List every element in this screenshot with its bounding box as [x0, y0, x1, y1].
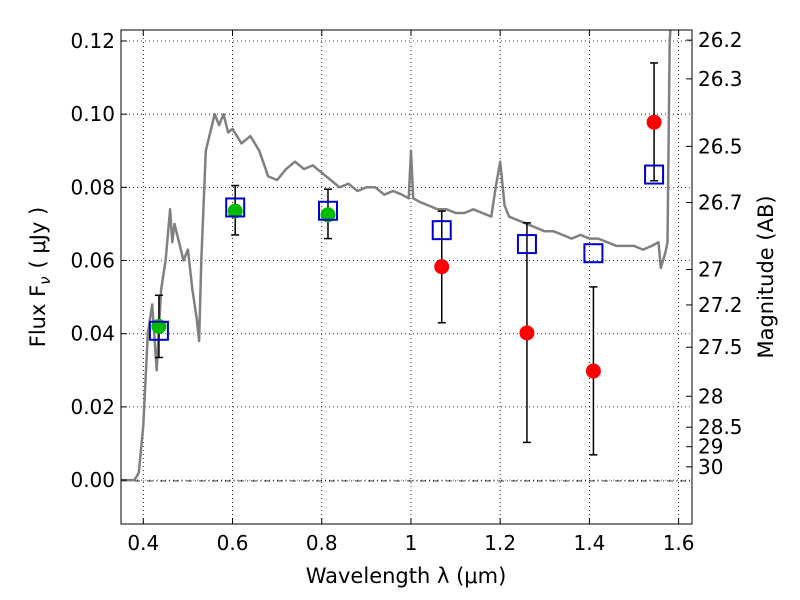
y-tick-label: 0.08: [70, 175, 115, 199]
y-axis-label-unit: ( μJy ): [26, 207, 50, 269]
x-axis-label: Wavelength λ (μm): [306, 564, 507, 588]
y-axis-label: Flux Fν ( μJy ): [26, 207, 54, 348]
observed-point-red: [434, 259, 450, 275]
model-band-square: [516, 234, 537, 255]
magnitude-tick-label: 27.5: [698, 335, 743, 359]
y-axis-label-main: Flux F: [26, 285, 50, 347]
x-axis: 0.4 0.6 0.8 1 1.2 1.4 1.6: [127, 30, 695, 555]
plot-frame: [120, 29, 693, 525]
magnitude-tick-label: 26.3: [698, 67, 743, 91]
x-tick-label: 1.6: [663, 531, 695, 555]
observed-point-green: [320, 207, 336, 223]
y-tick-label: 0.12: [70, 29, 115, 53]
observed-point-red: [585, 363, 601, 379]
x-tick-label: 0.6: [217, 531, 249, 555]
x-tick-label: 0.4: [127, 531, 159, 555]
magnitude-tick-label: 26.2: [698, 28, 743, 52]
x-tick-label: 1.2: [484, 531, 516, 555]
magnitude-tick-label: 26.7: [698, 191, 743, 215]
model-band-square: [148, 320, 169, 341]
y-axis: 0.00 0.02 0.04 0.06 0.08 0.10 0.12: [70, 29, 127, 492]
plot-area: [121, 30, 672, 482]
sed-model-line: [121, 30, 672, 482]
x-tick-label: 1: [405, 531, 418, 555]
model-band-square: [317, 200, 338, 221]
magnitude-tick-label: 26.5: [698, 134, 743, 158]
magnitude-tick-label: 27: [698, 258, 723, 282]
y-tick-label: 0.10: [70, 102, 115, 126]
magnitude-tick-label: 30: [698, 455, 723, 479]
y-tick-label: 0.00: [70, 468, 115, 492]
magnitude-tick-label: 28: [698, 384, 723, 408]
y-tick-label: 0.04: [70, 322, 115, 346]
y-axis-label-sub: ν: [36, 276, 54, 284]
magnitude-tick-label: 27.2: [698, 293, 743, 317]
magnitude-tick-label: 29: [698, 435, 723, 459]
x-tick-label: 1.4: [573, 531, 605, 555]
observed-point-green: [227, 203, 243, 219]
observed-point-red: [646, 114, 662, 130]
magnitude-axis-label: Magnitude (AB): [754, 195, 778, 358]
y-tick-label: 0.06: [70, 249, 115, 273]
grid: [121, 30, 692, 524]
model-band-square: [644, 164, 665, 185]
x-tick-label: 0.8: [306, 531, 338, 555]
observed-point-red: [519, 325, 535, 341]
model-band-square: [431, 220, 452, 241]
y-tick-label: 0.02: [70, 395, 115, 419]
magnitude-tick-label: 28.5: [698, 415, 743, 439]
model-band-square: [583, 243, 604, 264]
model-band-square: [225, 197, 246, 218]
